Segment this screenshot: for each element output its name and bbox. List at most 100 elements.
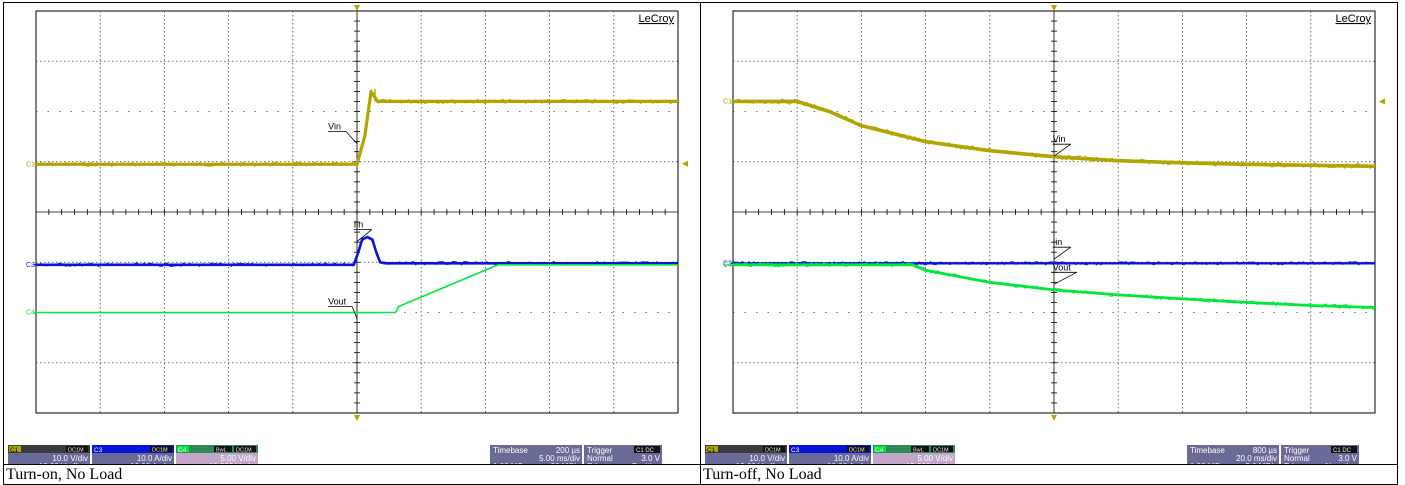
trace-label-vout: Vout [1053,262,1072,272]
channel-bwl: BwL [216,448,227,454]
channel-scale: 10.0 V/div [52,454,88,463]
lecroy-logo: LeCroy [639,13,675,25]
channel-header [705,445,787,453]
trace-noise-iin [732,260,1375,266]
timebase-box [1187,445,1279,464]
timebase-rate: 5.0 MS/s [1245,462,1277,464]
trace-label-vout: Vout [328,296,347,306]
channel-name: C1 [10,447,19,454]
trigger-mode: Normal [1284,454,1310,463]
trigger-slope: Positive [632,462,661,464]
timebase-label: Timebase [493,446,528,455]
bwl-chip [214,446,232,452]
trigger-src-chip [634,446,660,453]
channel-body [789,453,871,464]
coupling-chip [234,446,256,452]
channel-offset: -15.000 V ofst [206,462,257,464]
trigger-mode: Normal [587,454,613,463]
trigger-source: C1 DC [1333,448,1352,454]
channel-marker-c4: C4 [723,262,732,269]
trigger-label: Trigger [587,446,612,455]
channel-name: C4 [875,447,884,454]
channel-body [92,453,174,464]
trace-label-vin: Vin [1053,134,1066,144]
channel-marker-c3: C3 [723,260,732,267]
channel-color-chip [706,446,718,452]
channel-body [705,453,787,464]
timebase-delay: 800 µs [1253,446,1277,455]
timebase-rate: 20 MS/s [551,462,580,464]
trace-label-pointer [345,131,358,144]
trace-label-vin: Vin [328,122,341,132]
trace-vout [36,263,678,314]
bwl-chip [911,446,929,452]
channel-scale: 5.00 V/div [220,454,256,463]
channel-body [8,453,90,464]
channel-name: C1 [707,447,716,454]
channel-scale: 10.0 V/div [749,454,785,463]
channel-color-chip [9,446,21,452]
trigger-level: 3.0 V [641,454,660,463]
channel-scale: 10.0 A/div [137,454,172,463]
timebase-label: Timebase [1190,446,1225,455]
trace-label-pointer [1053,143,1071,157]
timebase-box [490,445,582,464]
channel-name: C4 [178,447,187,454]
coupling-chip [931,446,953,452]
channel-offset: 10.00 V offset [39,462,89,464]
channel-offset: 10.00 V offset [736,462,786,464]
channel-marker-c3: C3 [26,262,35,269]
coupling-chip [763,446,785,452]
trigger-type: Edge [587,462,606,464]
channel-color-chip [874,446,886,452]
channel-header [8,445,90,453]
channel-marker-c1: C1 [26,161,35,168]
channel-color-chip [93,446,105,452]
trace-label-pointer [1053,246,1071,260]
timebase-samples: 1.00 MS [1190,462,1220,464]
channel-body [176,453,258,464]
channel-offset: -15.000 V ofst [903,462,954,464]
trigger-label: Trigger [1284,446,1309,455]
coupling-chip [150,446,172,452]
trigger-slope: Negative [1325,462,1357,464]
channel-coupling: DC1M [236,448,252,454]
channel-coupling: DC1M [849,448,865,454]
trigger-type: Edge [1284,462,1303,464]
channel-scale: 5.00 V/div [917,454,953,463]
caption-turn-on: Turn-on, No Load [3,464,701,485]
channel-marker-c4: C4 [26,310,35,317]
channel-header [92,445,174,453]
channel-scale: 10.0 A/div [834,454,869,463]
trigger-level: 3.0 V [1338,454,1357,463]
channel-marker-c1: C1 [723,98,732,105]
trigger-position-arrow-top [1051,5,1057,11]
trace-label-iin: Iin [1053,237,1063,247]
channel-bwl: BwL [913,448,924,454]
caption-turn-off: Turn-off, No Load [700,464,1398,485]
trigger-info: Trigger C1 DC Normal 3.0 V Edge Positive [584,445,662,464]
channel-color-chip [177,446,189,452]
channel-offset: -10.00 A ofst [128,462,173,464]
coupling-chip [66,446,88,452]
lecroy-logo: LeCroy [1336,13,1372,25]
trigger-level-arrow [1379,98,1385,105]
trigger-level-arrow [682,160,688,167]
trigger-position-arrow-bottom [354,415,360,421]
channel-coupling: DC1M [933,448,949,454]
timebase-delay: 200 µs [556,446,580,455]
trigger-src-chip [1331,446,1357,453]
trace-vout [733,263,1376,309]
